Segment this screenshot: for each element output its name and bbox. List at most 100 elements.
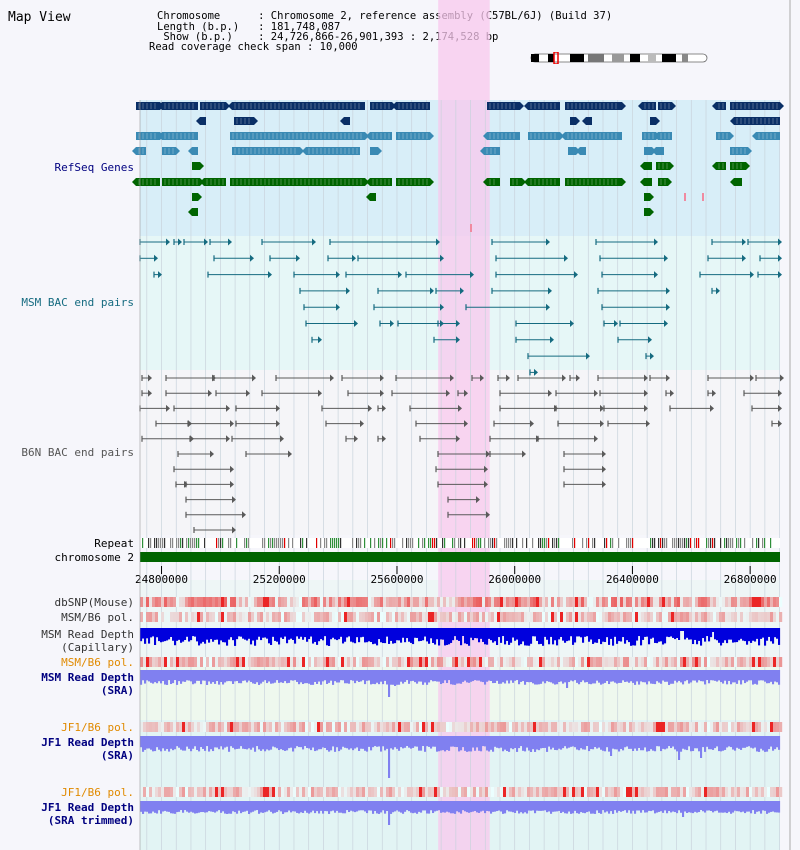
msm-b6-pol-2-cell bbox=[716, 657, 720, 667]
msm-sra-depth-bar bbox=[402, 670, 405, 684]
strand-arrow bbox=[524, 102, 528, 110]
repeat-element bbox=[434, 538, 436, 548]
jf1-trimmed-depth-bar bbox=[628, 801, 631, 811]
msm-b6-pol-2-cell bbox=[266, 657, 270, 667]
msm-b6-pol-cell bbox=[293, 612, 297, 622]
repeat-element bbox=[674, 538, 676, 548]
chromosome-ideogram[interactable] bbox=[530, 52, 710, 64]
jf1-b6-pol-cell bbox=[539, 722, 543, 732]
msm-sra-depth-bar bbox=[292, 670, 295, 681]
msm-sra-depth-bar bbox=[636, 670, 639, 682]
jf1-sra-depth-bar bbox=[178, 736, 181, 748]
jf1-sra-depth-bar bbox=[650, 736, 653, 750]
jf1-trimmed-depth-bar bbox=[680, 801, 683, 813]
msm-b6-pol-cell bbox=[443, 612, 447, 622]
msm-b6-pol-cell bbox=[665, 612, 669, 622]
repeat-element bbox=[472, 538, 474, 548]
msm-b6-pol-2-cell bbox=[452, 657, 456, 667]
capillary-depth-bar bbox=[500, 628, 503, 643]
msm-b6-pol-cell bbox=[764, 612, 768, 622]
dbsnp-cell bbox=[713, 597, 717, 607]
capillary-depth-bar bbox=[224, 628, 227, 643]
jf1-b6-pol-2-cell bbox=[197, 787, 201, 797]
jf1-sra-depth-bar bbox=[294, 736, 297, 749]
strand-arrow bbox=[576, 147, 580, 155]
repeat-element bbox=[156, 538, 158, 548]
jf1-b6-pol-cell bbox=[536, 722, 540, 732]
jf1-sra-depth-bar bbox=[146, 736, 149, 749]
capillary-depth-bar bbox=[766, 628, 769, 641]
msm-sra-depth-bar bbox=[150, 670, 153, 683]
jf1-sra-depth-bar bbox=[260, 736, 263, 751]
jf1-b6-pol-cell bbox=[326, 722, 330, 732]
capillary-depth-bar bbox=[566, 628, 569, 642]
capillary-depth-bar bbox=[586, 628, 589, 637]
dbsnp-cell bbox=[206, 597, 210, 607]
jf1-b6-pol-cell bbox=[233, 722, 237, 732]
repeat-element bbox=[198, 538, 200, 548]
msm-b6-pol-cell bbox=[683, 612, 687, 622]
jf1-sra-depth-bar bbox=[518, 736, 521, 749]
jf1-trimmed-depth-bar bbox=[516, 801, 519, 811]
msm-b6-pol-2-cell bbox=[257, 657, 261, 667]
jf1-sra-depth-bar bbox=[274, 736, 277, 748]
msm-sra-depth-bar bbox=[242, 670, 245, 681]
repeat-element bbox=[228, 538, 230, 548]
capillary-depth-bar bbox=[714, 628, 717, 640]
jf1-trimmed-depth-bar bbox=[374, 801, 377, 812]
msm-sra-depth-bar bbox=[604, 670, 607, 683]
jf1-b6-pol-2-cell bbox=[260, 787, 264, 797]
jf1-trimmed-depth-bar bbox=[194, 801, 197, 814]
jf1-b6-pol-cell bbox=[527, 722, 531, 732]
jf1-b6-pol-cell bbox=[146, 722, 150, 732]
msm-bac-pair-arrow bbox=[470, 271, 474, 279]
capillary-depth-bar bbox=[460, 628, 463, 646]
msm-b6-pol-cell bbox=[623, 612, 627, 622]
jf1-b6-pol-2-cell bbox=[425, 787, 429, 797]
jf1-b6-pol-2-cell bbox=[179, 787, 183, 797]
jf1-b6-pol-cell bbox=[341, 722, 345, 732]
msm-sra-depth-bar bbox=[206, 670, 209, 685]
msm-b6-pol-cell bbox=[773, 612, 777, 622]
msm-b6-pol-2-cell bbox=[269, 657, 273, 667]
jf1-trimmed-depth-bar bbox=[208, 801, 211, 812]
page-title: Map View bbox=[8, 10, 71, 25]
jf1-sra-depth-bar bbox=[594, 736, 597, 748]
capillary-depth-bar bbox=[340, 628, 343, 637]
capillary-depth-bar bbox=[496, 628, 499, 646]
strand-arrow bbox=[640, 162, 644, 170]
jf1-b6-pol-cell bbox=[545, 722, 549, 732]
msm-b6-pol-2-cell bbox=[281, 657, 285, 667]
gene-feature bbox=[730, 147, 748, 155]
jf1-sra-depth-bar bbox=[306, 736, 309, 749]
msm-sra-depth-bar bbox=[466, 670, 469, 683]
refseq-marker bbox=[684, 193, 686, 201]
msm-sra-depth-bar bbox=[216, 670, 219, 682]
jf1-b6-pol-2-cell bbox=[440, 787, 444, 797]
dbsnp-cell bbox=[332, 597, 336, 607]
dbsnp-cell bbox=[257, 597, 261, 607]
capillary-depth-bar bbox=[550, 628, 553, 637]
repeat-element bbox=[762, 538, 764, 548]
jf1-sra-depth-bar bbox=[402, 736, 405, 749]
jf1-sra-depth-bar bbox=[646, 736, 649, 752]
jf1-trimmed-depth-bar bbox=[742, 801, 745, 812]
capillary-depth-bar bbox=[318, 628, 321, 642]
msm-b6-pol-2-cell bbox=[614, 657, 618, 667]
msm-b6-pol-cell bbox=[461, 612, 465, 622]
msm-bac-pair-arrow bbox=[346, 287, 350, 295]
capillary-depth-bar bbox=[606, 628, 609, 638]
msm-sra-depth-bar bbox=[642, 670, 645, 683]
jf1-trimmed-depth-bar bbox=[718, 801, 721, 813]
jf1-sra-depth-bar bbox=[170, 736, 173, 749]
dbsnp-cell bbox=[320, 597, 324, 607]
gene-feature bbox=[716, 162, 726, 170]
msm-sra-depth-bar bbox=[192, 670, 195, 685]
capillary-depth-bar bbox=[762, 628, 765, 638]
repeat-element bbox=[494, 538, 496, 548]
msm-b6-pol-cell bbox=[752, 612, 756, 622]
msm-b6-pol-2-cell bbox=[260, 657, 264, 667]
capillary-depth-bar bbox=[336, 628, 339, 641]
msm-sra-depth-bar bbox=[702, 670, 705, 682]
